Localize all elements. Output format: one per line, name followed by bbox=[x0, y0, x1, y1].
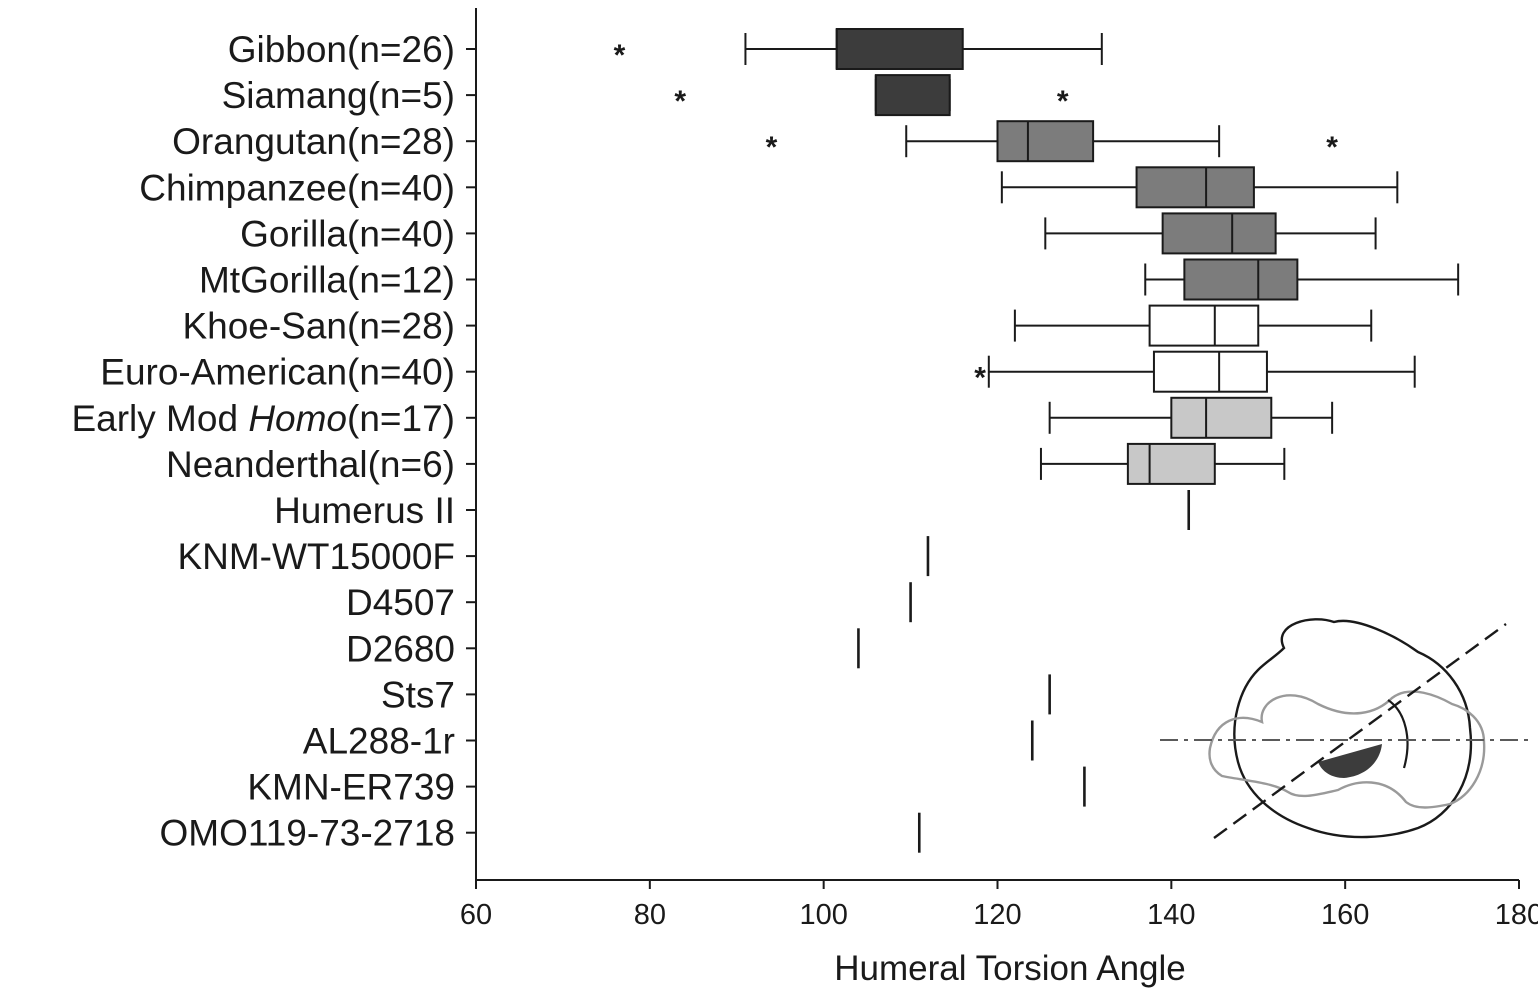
box-euro-american-n-40 bbox=[1152, 350, 1268, 393]
row-label-humerus-ii: Humerus II bbox=[274, 490, 455, 531]
box-chimpanzee-n-40 bbox=[1135, 166, 1255, 209]
row-label-gorilla-n-40: Gorilla(n=40) bbox=[240, 213, 455, 254]
outlier-euro-american-n-40: * bbox=[974, 362, 986, 395]
box-khoe-san-n-28 bbox=[1148, 304, 1260, 347]
row-group: Gibbon(n=26) * Siamang(n=5) * * Orangutan(n=2… bbox=[71, 28, 1460, 854]
x-tick-label-100: 100 bbox=[799, 899, 847, 931]
x-axis-title: Humeral Torsion Angle bbox=[834, 949, 1186, 988]
box-orangutan-n-28 bbox=[996, 120, 1095, 163]
inner-contour bbox=[1387, 699, 1409, 769]
row-label-part: Early Mod bbox=[71, 398, 248, 439]
row-label-kmn-er739: KMN-ER739 bbox=[247, 767, 455, 808]
row-label-neanderthal-n-6: Neanderthal(n=6) bbox=[166, 444, 455, 485]
row-label-d2680: D2680 bbox=[346, 628, 455, 669]
x-tick-label-140: 140 bbox=[1147, 899, 1195, 931]
row-label-mtgorilla-n-12: MtGorilla(n=12) bbox=[199, 260, 455, 301]
row-label-knm-wt15000f: KNM-WT15000F bbox=[177, 536, 455, 577]
row-label-orangutan-n-28: Orangutan(n=28) bbox=[172, 121, 455, 162]
outlier-orangutan-n-28: * bbox=[1326, 131, 1338, 164]
x-tick-label-120: 120 bbox=[973, 899, 1021, 931]
bicipital-groove-shape bbox=[1318, 744, 1382, 778]
box-siamang-n-5 bbox=[874, 74, 951, 117]
x-tick-label-60: 60 bbox=[460, 899, 492, 931]
box-early-mod-homo-n-17 bbox=[1170, 396, 1273, 439]
row-label-chimpanzee-n-40: Chimpanzee(n=40) bbox=[139, 167, 455, 208]
row-label-gibbon-n-26: Gibbon(n=26) bbox=[228, 29, 455, 70]
row-label-part: Homo bbox=[248, 398, 347, 439]
outlier-orangutan-n-28: * bbox=[766, 131, 778, 164]
humerus-cross-section-illustration bbox=[1160, 618, 1530, 839]
torsion-axis-dashed bbox=[1213, 623, 1507, 839]
row-label-d4507: D4507 bbox=[346, 582, 455, 623]
row-label-omo119-73-2718: OMO119-73-2718 bbox=[160, 813, 455, 854]
articular-head-outline bbox=[1233, 618, 1473, 839]
row-label-al288-1r: AL288-1r bbox=[303, 721, 455, 762]
x-tick-label-180: 180 bbox=[1495, 899, 1538, 931]
box-mtgorilla-n-12 bbox=[1183, 258, 1299, 301]
row-label-early-mod-homo-n-17: Early Mod Homo(n=17) bbox=[71, 398, 455, 439]
box-gibbon-n-26 bbox=[835, 28, 964, 70]
row-label-sts7: Sts7 bbox=[381, 674, 455, 715]
x-tick-label-80: 80 bbox=[634, 899, 666, 931]
outlier-siamang-n-5: * bbox=[1057, 85, 1069, 118]
box-neanderthal-n-6 bbox=[1126, 442, 1216, 485]
row-label-khoe-san-n-28: Khoe-San(n=28) bbox=[182, 306, 455, 347]
tick-group: 60 80 100 120 140 160 180 bbox=[460, 880, 1538, 931]
outlier-gibbon-n-26: * bbox=[614, 39, 626, 72]
row-label-euro-american-n-40: Euro-American(n=40) bbox=[100, 352, 455, 393]
outlier-siamang-n-5: * bbox=[674, 85, 686, 118]
box-gorilla-n-40 bbox=[1161, 212, 1277, 255]
x-tick-label-160: 160 bbox=[1321, 899, 1369, 931]
row-label-siamang-n-5: Siamang(n=5) bbox=[222, 75, 455, 116]
row-label-part: (n=17) bbox=[347, 398, 455, 439]
shaft-outline bbox=[1208, 690, 1486, 809]
